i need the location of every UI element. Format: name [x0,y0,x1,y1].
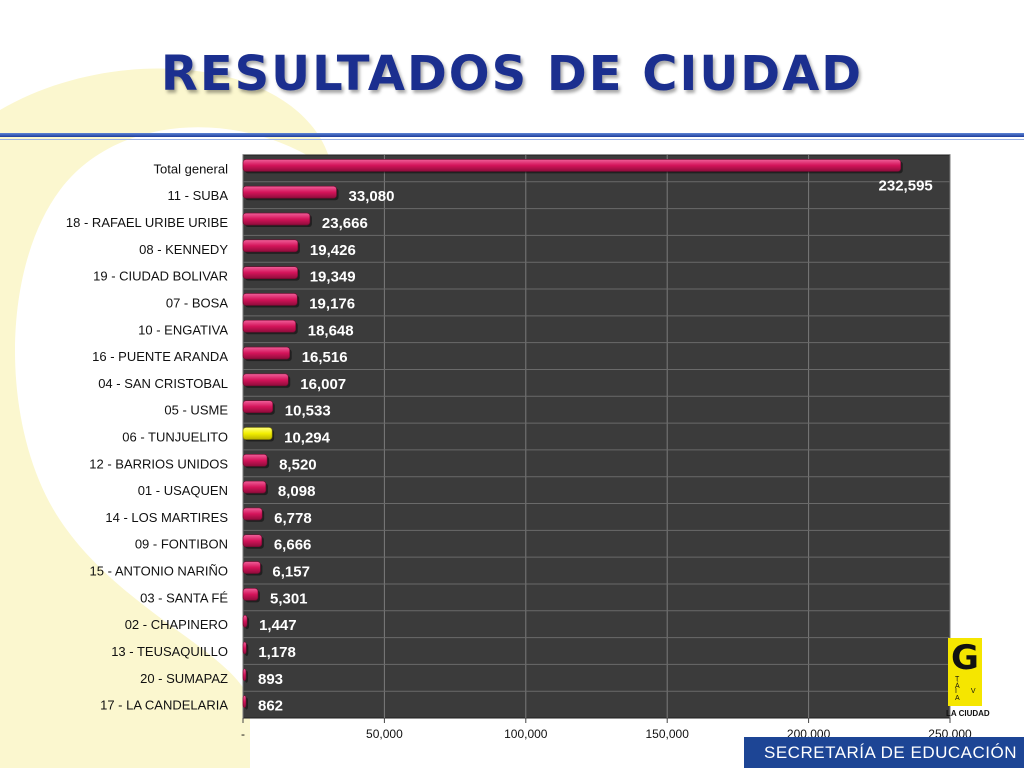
footer-bar [744,737,1024,768]
bar [242,454,268,467]
bar [242,346,291,360]
district-logo: G T Á I V A [948,638,982,706]
bar [242,212,311,226]
value-label: 19,176 [309,295,355,312]
plot-area [242,154,951,719]
category-label: 18 - RAFAEL URIBE URIBE [66,215,228,230]
bar [242,641,247,655]
value-label: 19,426 [310,242,356,259]
category-label: 01 - USAQUEN [138,483,228,498]
value-label: 6,666 [274,537,312,554]
category-label: 06 - TUNJUELITO [122,430,228,445]
bar [242,507,263,521]
category-label: 03 - SANTA FÉ [140,590,228,605]
bar [242,668,247,682]
bar [242,319,297,333]
value-label: 10,533 [285,403,331,420]
category-label: 12 - BARRIOS UNIDOS [89,456,228,471]
title-divider [0,133,1024,137]
page-title: RESULTADOS DE CIUDAD [160,46,864,102]
value-label: 16,516 [302,349,348,366]
value-label: 18,648 [308,322,354,339]
x-tick-label: 100,000 [504,727,548,741]
value-label: 19,349 [310,269,356,286]
bar [242,588,259,601]
bar [242,373,289,387]
category-label: 07 - BOSA [166,295,228,310]
bar [242,185,337,199]
value-label: 23,666 [322,215,368,232]
value-label: 862 [258,698,283,715]
category-label: 11 - SUBA [168,188,229,203]
footer-label: SECRETARÍA DE EDUCACIÓN [764,743,1018,762]
category-label: 16 - PUENTE ARANDA [92,349,228,364]
value-label: 10,294 [284,430,331,447]
bar [242,293,298,306]
logo-letter: G [951,638,979,678]
value-label: 5,301 [270,590,308,607]
title-divider-thin [0,139,1024,140]
x-tick-label: - [241,727,245,741]
bar [242,534,263,548]
category-label: 09 - FONTIBON [135,537,228,552]
category-label: 13 - TEUSAQUILLO [111,644,228,659]
logo-caption: LA CIUDAD [946,709,990,718]
category-label: 08 - KENNEDY [139,242,228,257]
bar [242,159,902,172]
value-label: 232,595 [879,177,933,194]
bar [242,266,299,279]
value-label: 8,098 [278,483,316,500]
bar [242,239,299,253]
category-label: 05 - USME [164,403,228,418]
value-label: 16,007 [300,376,346,393]
value-label: 1,447 [259,617,297,634]
value-label: 6,778 [274,510,312,527]
category-label: 02 - CHAPINERO [125,617,228,632]
x-tick-label: 150,000 [646,727,690,741]
bar [242,480,267,494]
bar [242,614,248,628]
value-label: 8,520 [279,456,317,473]
logo-row-1: T Á [955,676,966,690]
value-label: 893 [258,671,283,688]
category-label: 17 - LA CANDELARIA [100,698,228,713]
category-label: 19 - CIUDAD BOLIVAR [93,269,228,284]
category-label: Total general [154,161,229,176]
value-label: 1,178 [258,644,296,661]
bar [242,561,261,574]
category-label: 20 - SUMAPAZ [140,671,228,686]
category-label: 10 - ENGATIVA [138,322,228,337]
category-label: 15 - ANTONIO NARIÑO [90,564,228,579]
bar-highlighted [242,427,273,440]
x-tick-label: 50,000 [366,727,403,741]
bar [242,400,274,413]
category-label: 14 - LOS MARTIRES [105,510,228,525]
bar [242,695,247,708]
category-label: 04 - SAN CRISTOBAL [98,376,228,391]
logo-row-2: I V A [955,688,982,702]
value-label: 33,080 [349,188,395,205]
value-label: 6,157 [272,564,310,581]
